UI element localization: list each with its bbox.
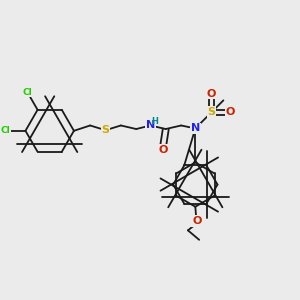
Text: Cl: Cl bbox=[0, 126, 10, 135]
Text: O: O bbox=[159, 145, 168, 155]
Text: S: S bbox=[208, 107, 216, 117]
Text: N: N bbox=[191, 123, 200, 134]
Text: O: O bbox=[207, 88, 216, 99]
Text: O: O bbox=[192, 216, 202, 226]
Text: O: O bbox=[226, 107, 235, 117]
Text: S: S bbox=[101, 125, 110, 135]
Text: H: H bbox=[151, 117, 158, 126]
Text: Cl: Cl bbox=[22, 88, 32, 97]
Text: N: N bbox=[146, 121, 155, 130]
